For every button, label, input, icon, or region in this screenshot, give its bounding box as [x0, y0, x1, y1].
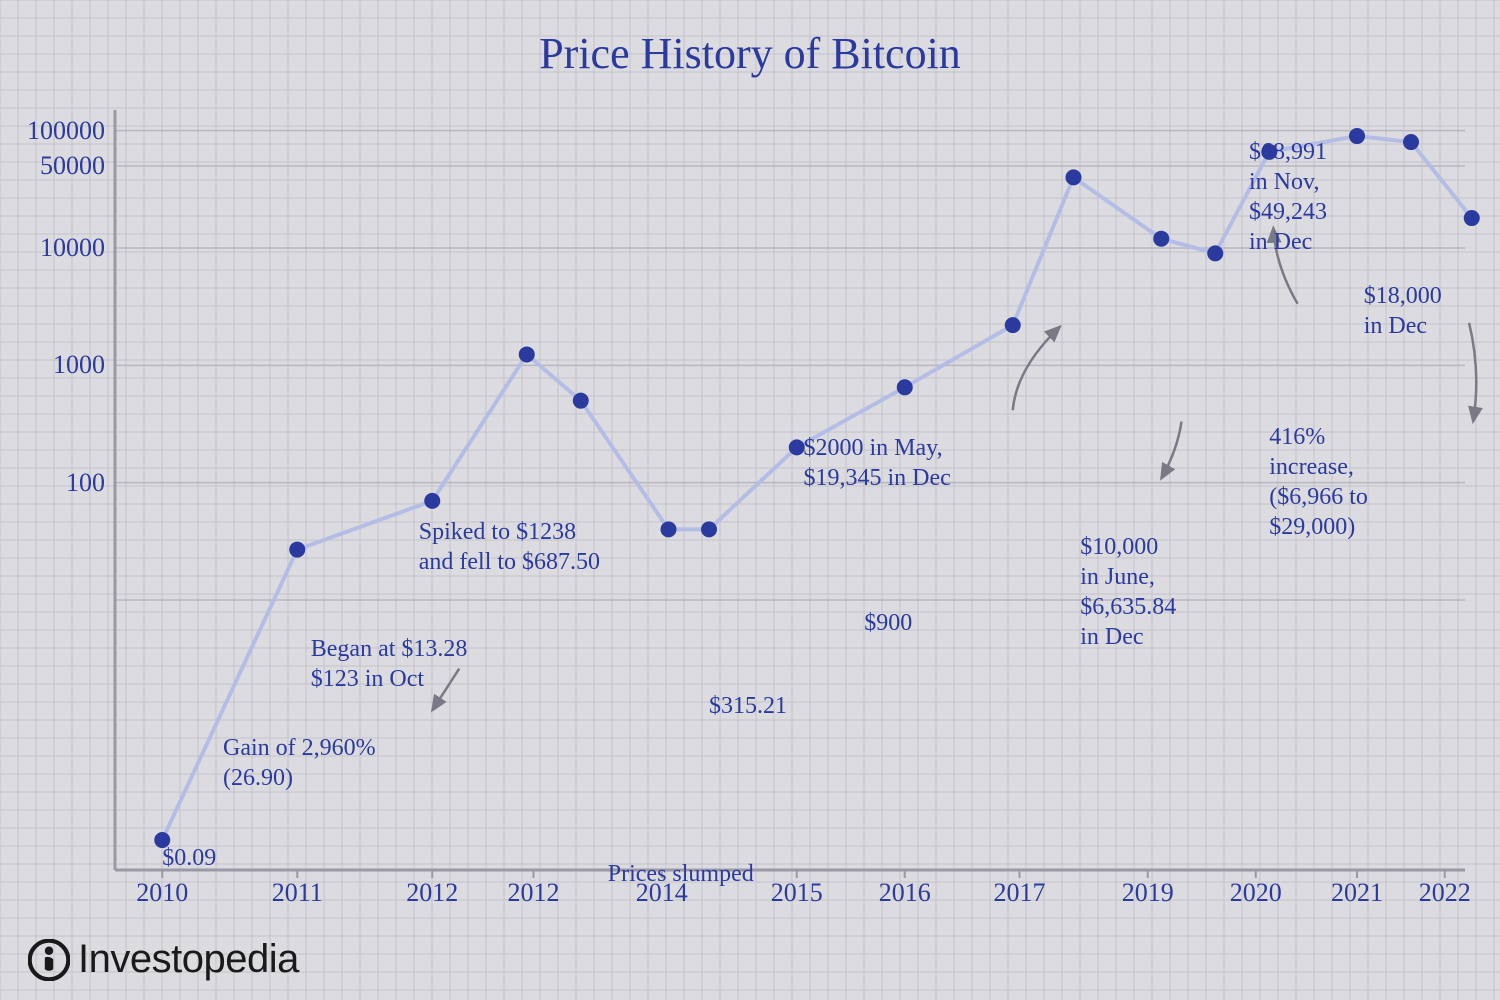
x-tick-label: 2019 [1122, 878, 1174, 908]
x-tick-label: 2017 [994, 878, 1046, 908]
x-tick-label: 2011 [272, 878, 323, 908]
x-tick-label: 2020 [1230, 878, 1282, 908]
chart-annotation: Prices slumped [608, 859, 754, 889]
x-tick-label: 2012 [508, 878, 560, 908]
chart-annotation: $0.09 [162, 843, 216, 873]
investopedia-icon [28, 939, 70, 981]
x-tick-label: 2012 [406, 878, 458, 908]
chart-annotation: $68,991 in Nov, $49,243 in Dec [1249, 137, 1327, 257]
brand-name: Investopedia [78, 937, 299, 982]
chart-annotation: $10,000 in June, $6,635.84 in Dec [1080, 532, 1176, 652]
chart-annotation: Began at $13.28 $123 in Oct [311, 634, 468, 694]
x-tick-label: 2022 [1419, 878, 1471, 908]
y-tick-label: 50000 [40, 151, 115, 181]
x-tick-label: 2016 [879, 878, 931, 908]
y-tick-label: 100 [66, 468, 115, 498]
x-tick-label: 2010 [136, 878, 188, 908]
y-tick-label: 100000 [27, 116, 115, 146]
chart-annotation: 416% increase, ($6,966 to $29,000) [1269, 422, 1368, 542]
chart-annotation: $2000 in May, $19,345 in Dec [804, 433, 951, 493]
chart-title: Price History of Bitcoin [539, 28, 961, 79]
x-tick-label: 2015 [771, 878, 823, 908]
x-tick-label: 2021 [1331, 878, 1383, 908]
chart-annotation: $900 [864, 608, 912, 638]
chart-annotation: $18,000 in Dec [1364, 281, 1442, 341]
chart-annotation: Gain of 2,960% (26.90) [223, 733, 376, 793]
y-tick-label: 10000 [40, 233, 115, 263]
brand-footer: Investopedia [28, 937, 299, 982]
chart-annotation: $315.21 [709, 691, 787, 721]
y-tick-label: 1000 [53, 350, 115, 380]
chart-annotation: Spiked to $1238 and fell to $687.50 [419, 517, 600, 577]
plot-area: 1001000100005000010000020102011201220122… [115, 110, 1465, 870]
